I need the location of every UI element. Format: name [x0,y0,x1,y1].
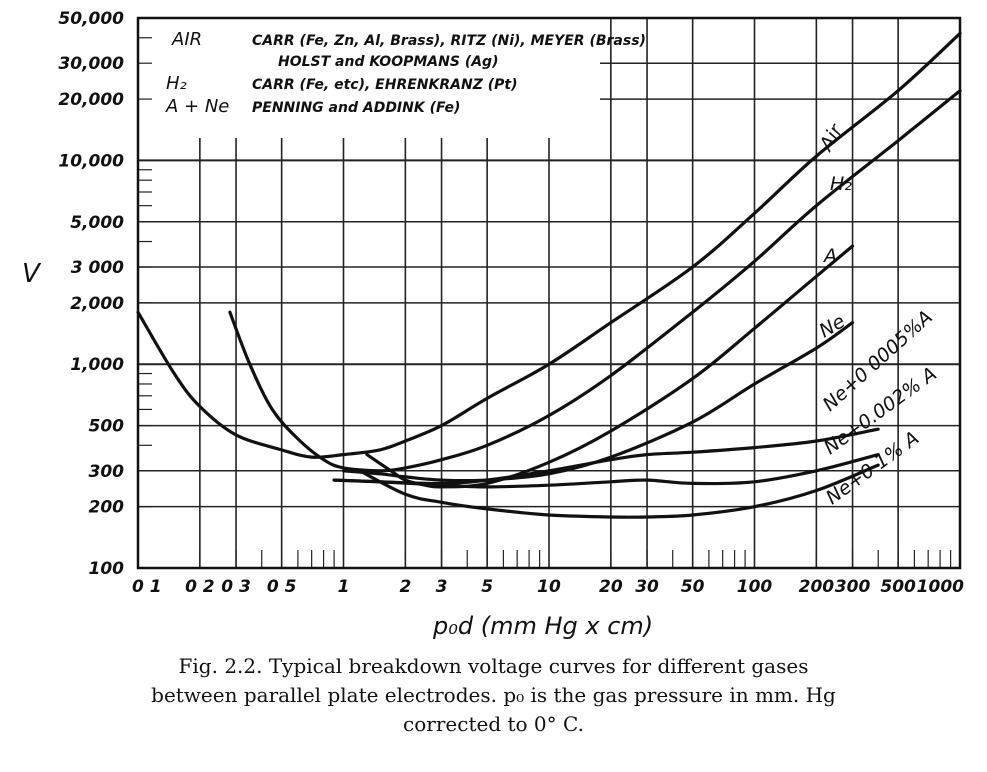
x-tick-label: 1000 [917,577,964,597]
y-tick-labels: 100 200 300 500 1,000 2,000 3 000 5,000 10,000 20… [58,9,124,579]
x-tick-label: 10 [537,577,561,597]
y-tick-label: 20,000 [58,90,124,110]
y-tick-label: 10,000 [58,151,124,171]
y-axis-label: V [22,259,42,289]
legend-reference: PENNING and ADDINK (Fe) [252,100,460,116]
series-line-5 [332,453,880,489]
y-tick-label: 500 [89,417,125,437]
x-tick-label: 0 5 [267,577,297,597]
x-tick-label: 20 [599,577,623,597]
x-tick-labels: 0 1 0 2 0 3 0 5 1 2 3 5 10 20 30 50 100 200 300 500 1000 [132,577,964,597]
x-tick-label: 2 [399,577,411,597]
plot-frame [136,16,962,570]
legend-annotation-block: AIR CARR (Fe, Zn, Al, Brass), RITZ (Ni), … [165,29,646,117]
series-line-3 [341,321,855,483]
series-line-2 [365,244,855,489]
figure-caption: Fig. 2.2. Typical breakdown voltage curv… [20,652,967,739]
x-tick-label: 200 [799,577,835,597]
x-tick-label: 50 [681,577,705,597]
y-tick-label: 1,000 [70,355,124,375]
legend-gas-label: AIR [171,29,202,50]
legend-reference: HOLST and KOOPMANS (Ag) [278,54,498,70]
series-line-1 [228,89,962,473]
x-tick-label: 1 [338,577,350,597]
y-tick-label: 5,000 [70,213,124,233]
series-line-0 [136,31,962,459]
legend-reference: CARR (Fe, etc), EHRENKRANZ (Pt) [252,77,517,93]
legend-reference: CARR (Fe, Zn, Al, Brass), RITZ (Ni), MEY… [252,33,646,49]
y-tick-label: 2,000 [70,294,124,314]
caption-line-2: between parallel plate electrodes. p₀ is… [151,683,836,707]
series-label-0: Air [814,120,848,156]
caption-line-3: corrected to 0° C. [403,712,584,736]
y-tick-label: 100 [89,559,125,579]
series-line-6 [358,463,880,519]
x-tick-label: 30 [635,577,659,597]
x-tick-label: 300 [835,577,871,597]
series-label-2: A [822,245,837,267]
caption-line-1: Fig. 2.2. Typical breakdown voltage curv… [178,654,809,678]
x-tick-label: 500 [880,577,916,597]
legend-gas-label: A + Ne [165,96,229,117]
x-tick-label: 0 3 [221,577,251,597]
y-tick-label: 200 [89,498,125,518]
y-tick-label: 3 000 [71,258,124,278]
legend-gas-label: H₂ [166,73,187,94]
y-tick-label: 300 [89,462,125,482]
x-tick-label: 0 2 [185,577,215,597]
x-tick-label: 100 [737,577,773,597]
y-tick-label: 50,000 [58,9,124,29]
data-curves [136,31,962,519]
x-axis-label: p₀d (mm Hg x cm) [432,612,653,640]
y-tick-label: 30,000 [58,54,124,74]
x-tick-label: 3 [436,577,448,597]
series-label-3: Ne [816,310,849,342]
series-label-1: H₂ [830,173,852,195]
x-tick-label: 0 1 [132,577,162,597]
x-tick-label: 5 [481,577,493,597]
